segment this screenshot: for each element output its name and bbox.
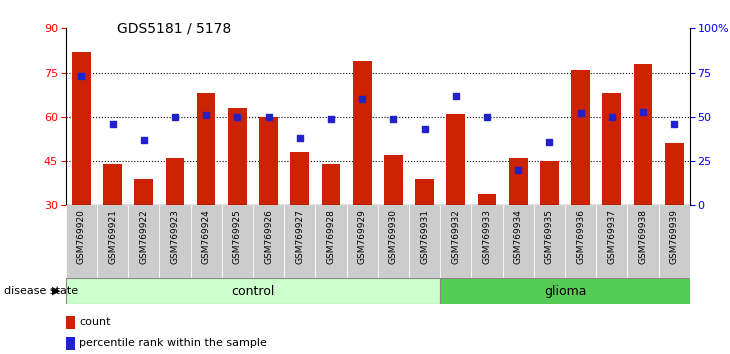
Point <box>388 116 399 121</box>
Bar <box>66 337 75 350</box>
Text: GDS5181 / 5178: GDS5181 / 5178 <box>117 21 231 35</box>
Point <box>263 114 274 120</box>
Bar <box>384 155 403 205</box>
Text: ▶: ▶ <box>52 286 61 296</box>
Text: disease state: disease state <box>4 286 78 296</box>
Bar <box>66 278 440 304</box>
Bar <box>128 205 159 278</box>
Bar <box>191 205 222 278</box>
Bar <box>222 205 253 278</box>
Point <box>637 109 649 114</box>
Text: GSM769920: GSM769920 <box>77 209 86 264</box>
Bar <box>440 205 472 278</box>
Text: GSM769935: GSM769935 <box>545 209 554 264</box>
Point <box>356 96 368 102</box>
Text: GSM769922: GSM769922 <box>139 209 148 264</box>
Point <box>669 121 680 127</box>
Text: GSM769932: GSM769932 <box>451 209 461 264</box>
Text: GSM769929: GSM769929 <box>358 209 366 264</box>
Text: GSM769924: GSM769924 <box>201 209 211 264</box>
Bar <box>565 205 596 278</box>
Bar <box>97 205 128 278</box>
Text: percentile rank within the sample: percentile rank within the sample <box>80 338 267 348</box>
Text: GSM769923: GSM769923 <box>170 209 180 264</box>
Point <box>450 93 461 98</box>
Bar <box>378 205 409 278</box>
Bar <box>253 205 284 278</box>
Bar <box>72 52 91 205</box>
Text: GSM769928: GSM769928 <box>326 209 336 264</box>
Point <box>575 110 586 116</box>
Bar <box>259 117 278 205</box>
Bar <box>291 152 309 205</box>
Text: GSM769926: GSM769926 <box>264 209 273 264</box>
Point <box>107 121 118 127</box>
Bar <box>627 205 658 278</box>
Text: GSM769933: GSM769933 <box>483 209 491 264</box>
Text: GSM769921: GSM769921 <box>108 209 117 264</box>
Bar <box>228 108 247 205</box>
Point <box>200 112 212 118</box>
Point <box>606 114 618 120</box>
Bar <box>197 93 215 205</box>
Bar <box>159 205 191 278</box>
Text: GSM769936: GSM769936 <box>576 209 585 264</box>
Bar <box>447 114 465 205</box>
Bar <box>66 316 75 329</box>
Point <box>419 126 431 132</box>
Bar <box>509 158 528 205</box>
Bar <box>658 205 690 278</box>
Bar <box>502 205 534 278</box>
Point <box>231 114 243 120</box>
Text: GSM769931: GSM769931 <box>420 209 429 264</box>
Bar <box>415 179 434 205</box>
Bar <box>134 179 153 205</box>
Point <box>325 116 337 121</box>
Bar <box>534 205 565 278</box>
Text: count: count <box>80 317 111 327</box>
Point <box>75 73 87 79</box>
Bar <box>347 205 378 278</box>
Bar <box>572 70 590 205</box>
Bar <box>596 205 627 278</box>
Bar <box>166 158 184 205</box>
Text: glioma: glioma <box>544 285 586 298</box>
Bar <box>322 164 340 205</box>
Bar <box>315 205 347 278</box>
Point <box>138 137 150 143</box>
Bar <box>665 143 683 205</box>
Bar <box>409 205 440 278</box>
Bar <box>540 161 558 205</box>
Point <box>544 139 556 144</box>
Point <box>294 135 306 141</box>
Bar <box>284 205 315 278</box>
Bar <box>66 205 97 278</box>
Bar <box>477 194 496 205</box>
Bar <box>353 61 372 205</box>
Bar <box>602 93 621 205</box>
Text: GSM769934: GSM769934 <box>514 209 523 264</box>
Point <box>512 167 524 173</box>
Bar <box>472 205 502 278</box>
Text: GSM769925: GSM769925 <box>233 209 242 264</box>
Text: GSM769937: GSM769937 <box>607 209 616 264</box>
Point <box>481 114 493 120</box>
Point <box>169 114 181 120</box>
Bar <box>634 64 653 205</box>
Bar <box>440 278 690 304</box>
Text: GSM769930: GSM769930 <box>389 209 398 264</box>
Text: GSM769927: GSM769927 <box>295 209 304 264</box>
Text: GSM769938: GSM769938 <box>639 209 648 264</box>
Text: control: control <box>231 285 274 298</box>
Text: GSM769939: GSM769939 <box>669 209 679 264</box>
Bar <box>103 164 122 205</box>
